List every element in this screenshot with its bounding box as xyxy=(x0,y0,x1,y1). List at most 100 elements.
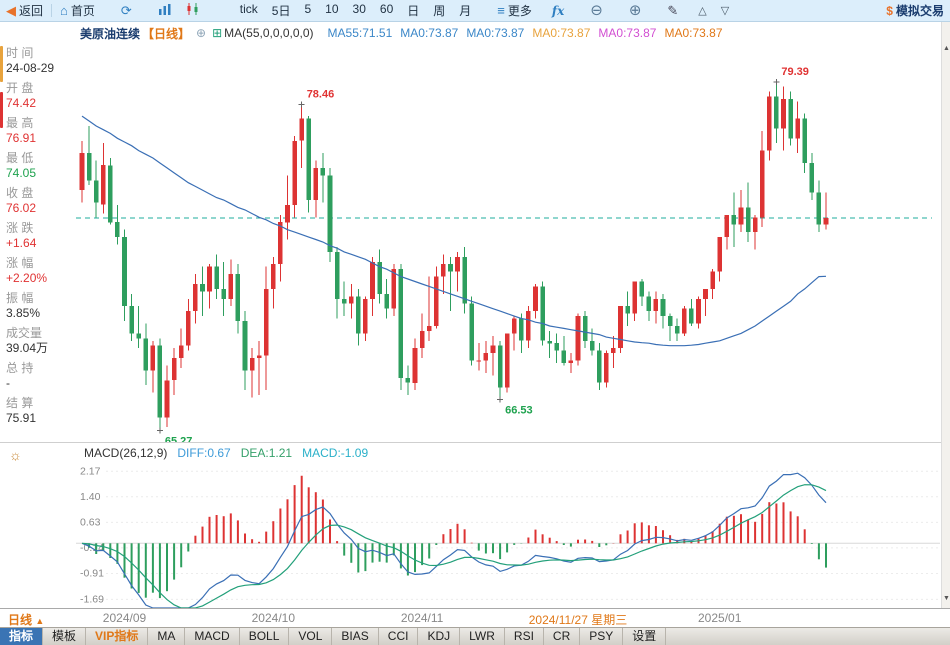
indicator-tabbar: 指标 模板 VIP指标 MA MACD BOLL VOL BIAS CCI KDJ LWR RSI CR… xyxy=(0,627,950,645)
info-row-0: 时 间 24-08-29 xyxy=(6,46,74,76)
tab-7[interactable]: BIAS xyxy=(332,628,379,645)
period-button-4[interactable]: 30 xyxy=(352,2,366,16)
info-label: 成交量 xyxy=(6,326,43,340)
info-row-7: 振 幅 3.85% xyxy=(6,291,74,321)
formula-button[interactable]: fx xyxy=(552,4,564,18)
ma-value-5: MA0:73.87 xyxy=(664,26,723,40)
info-label: 结 算 xyxy=(6,396,34,410)
info-value: +1.64 xyxy=(6,236,37,250)
candlestick-chart[interactable]: 78.46 79.39 65.27 66.53 xyxy=(76,42,940,442)
ma-values-group: MA55:71.51 MA0:73.87 MA0:73.87 MA0:73.87 MA0… xyxy=(320,26,723,40)
more-button[interactable]: ≡ 更多 xyxy=(497,2,532,19)
chart-type-candle-button[interactable] xyxy=(186,3,200,18)
info-label: 总 持 xyxy=(6,361,34,375)
tab-3[interactable]: MA xyxy=(148,628,186,645)
brightness-icon[interactable]: ☼ xyxy=(9,447,22,463)
symbol-name: 美原油连续 xyxy=(80,26,141,41)
tab-12[interactable]: CR xyxy=(544,628,581,645)
period-button-6[interactable]: 日 xyxy=(407,4,420,18)
period-button-5[interactable]: 60 xyxy=(379,2,394,16)
macd-params: MACD(26,12,9) xyxy=(84,446,168,460)
tab-9[interactable]: KDJ xyxy=(418,628,461,645)
ma-value-2: MA0:73.87 xyxy=(466,26,525,40)
info-label: 时 间 xyxy=(6,46,34,60)
period-button-0[interactable]: tick xyxy=(239,2,258,16)
tab-4[interactable]: MACD xyxy=(185,628,240,645)
back-label: 返回 xyxy=(19,4,44,18)
add-overlay-icon[interactable]: ⊕ xyxy=(196,26,207,40)
candle-chart-icon xyxy=(186,3,200,18)
info-label: 最 高 xyxy=(6,116,34,130)
macd-diff-line xyxy=(81,472,827,608)
zoom-in-icon: ⊕ xyxy=(628,2,642,19)
tab-1[interactable]: 模板 xyxy=(43,628,87,645)
zoom-in-button[interactable]: ⊕ xyxy=(629,3,642,18)
chart-type-bar-button[interactable] xyxy=(158,3,172,18)
x-axis-label-4: 2025/01 xyxy=(698,611,742,625)
dropdown-up-icon: ▲ xyxy=(35,616,45,626)
home-button[interactable]: ⌂ 首页 xyxy=(60,2,95,19)
zoom-out-button[interactable]: ⊖ xyxy=(590,3,603,18)
info-value: 76.02 xyxy=(6,201,37,215)
fx-icon: fx xyxy=(551,3,565,18)
tab-13[interactable]: PSY xyxy=(580,628,624,645)
tab-11[interactable]: RSI xyxy=(505,628,544,645)
ma-value-3: MA0:73.87 xyxy=(532,26,591,40)
period-button-8[interactable]: 月 xyxy=(459,4,472,18)
info-value: 76.91 xyxy=(6,131,37,145)
draw-button[interactable]: ✎ xyxy=(667,4,678,17)
period-button-group: tick 5日 5 10 30 60 日周月 xyxy=(226,2,472,19)
svg-text:79.39: 79.39 xyxy=(781,66,809,78)
period-button-2[interactable]: 5 xyxy=(304,2,312,16)
scroll-down-icon[interactable]: ▼ xyxy=(943,595,950,602)
tab-2[interactable]: VIP指标 xyxy=(86,628,149,645)
period-indicator-label: 日线 xyxy=(8,613,33,627)
tab-6[interactable]: VOL xyxy=(289,628,333,645)
info-row-3: 最 低 74.05 xyxy=(6,151,74,181)
triangle-down-icon: ▽ xyxy=(720,5,730,17)
svg-text:78.46: 78.46 xyxy=(307,89,335,101)
period-button-7[interactable]: 周 xyxy=(433,4,446,18)
ma-value-1: MA0:73.87 xyxy=(400,26,459,40)
period-indicator[interactable]: 日线 ▲ xyxy=(8,611,44,628)
period-button-1[interactable]: 5日 xyxy=(271,4,291,18)
macd-diff-value: DIFF:0.67 xyxy=(177,446,231,460)
tab-14[interactable]: 设置 xyxy=(623,628,667,645)
svg-text:2.17: 2.17 xyxy=(80,465,101,477)
info-value: 74.05 xyxy=(6,166,37,180)
info-label: 最 低 xyxy=(6,151,34,165)
indicator-grid-icon[interactable]: ⊞ xyxy=(212,26,223,40)
info-value: 75.91 xyxy=(6,411,37,425)
info-row-5: 涨 跌 +1.64 xyxy=(6,221,74,251)
info-value: 39.04万 xyxy=(6,341,49,355)
back-button[interactable]: ◀ 返回 xyxy=(6,2,43,19)
menu-icon: ≡ xyxy=(497,3,505,18)
back-arrow-icon: ◀ xyxy=(6,3,16,18)
period-button-3[interactable]: 10 xyxy=(325,2,339,16)
panel-collapse-button[interactable]: ▽ xyxy=(721,4,729,17)
panel-expand-button[interactable]: △ xyxy=(698,4,706,17)
info-row-8: 成交量 39.04万 xyxy=(6,326,74,356)
info-label: 开 盘 xyxy=(6,81,34,95)
scroll-up-icon[interactable]: ▲ xyxy=(943,45,950,52)
svg-text:66.53: 66.53 xyxy=(505,404,533,416)
info-row-9: 总 持- xyxy=(6,361,74,391)
info-label: 振 幅 xyxy=(6,291,34,305)
tab-0[interactable]: 指标 xyxy=(0,628,44,645)
x-axis-line xyxy=(0,608,950,609)
tab-5[interactable]: BOLL xyxy=(240,628,290,645)
tab-8[interactable]: CCI xyxy=(379,628,419,645)
macd-chart[interactable]: 2.171.400.63-0.14-0.91-1.69 xyxy=(76,462,940,608)
info-value: 24-08-29 xyxy=(6,61,55,75)
sim-trading-button[interactable]: $ 模拟交易 xyxy=(886,2,944,19)
vertical-scrollbar[interactable]: ▲ ▼ xyxy=(941,22,950,608)
svg-text:65.27: 65.27 xyxy=(165,435,193,442)
tab-10[interactable]: LWR xyxy=(460,628,505,645)
top-toolbar: ◀ 返回 ⌂ 首页 ⟳ tick 5日 5 10 30 60 日周月 ≡ 更多 fx xyxy=(0,0,950,22)
home-icon: ⌂ xyxy=(60,3,68,18)
info-row-1: 开 盘 74.42 xyxy=(6,81,74,111)
panel-divider[interactable] xyxy=(0,442,950,443)
macd-dea-line xyxy=(81,484,827,608)
info-row-6: 涨 幅 +2.20% xyxy=(6,256,74,286)
refresh-button[interactable]: ⟳ xyxy=(121,4,132,17)
